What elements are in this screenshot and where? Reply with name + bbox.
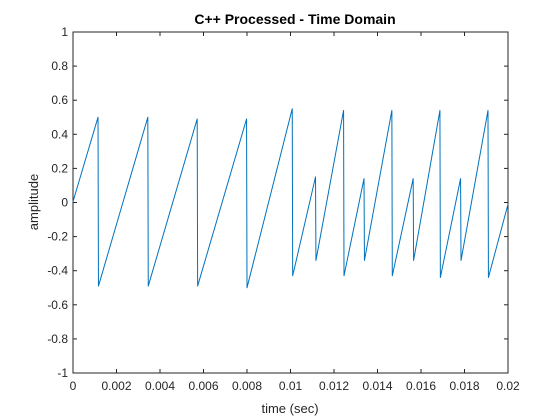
y-tick-label: -0.8: [47, 332, 68, 346]
x-tick-label: 0.02: [496, 379, 520, 393]
x-tick-label: 0.004: [145, 379, 175, 393]
y-axis-label: amplitude: [26, 174, 41, 230]
x-axis: 0 0.002 0.004 0.006 0.008 0.01 0.012 0.014 0.016…: [70, 32, 520, 393]
x-tick-label: 0.016: [406, 379, 436, 393]
y-tick-label: 0.2: [51, 161, 68, 175]
x-tick-label: 0.018: [449, 379, 479, 393]
x-tick-label: 0: [70, 379, 77, 393]
x-tick-label: 0.01: [279, 379, 303, 393]
y-axis: -1 -0.8 -0.6 -0.4 -0.2 0 0.2 0.4 0.6 0.8 1: [47, 25, 508, 380]
y-tick-label: 0.8: [51, 59, 68, 73]
y-tick-label: 0.4: [51, 127, 68, 141]
x-tick-label: 0.014: [362, 379, 392, 393]
y-tick-label: 0: [61, 196, 68, 210]
x-tick-label: 0.012: [319, 379, 349, 393]
plot-area: [72, 31, 509, 374]
x-tick-label: 0.008: [232, 379, 262, 393]
x-axis-label: time (sec): [261, 401, 318, 416]
chart-title: C++ Processed - Time Domain: [194, 11, 395, 27]
y-tick-label: -0.2: [47, 230, 68, 244]
y-tick-label: -1: [57, 366, 68, 380]
y-tick-label: -0.4: [47, 264, 68, 278]
series-layer: [72, 108, 509, 289]
x-tick-label: 0.002: [101, 379, 131, 393]
y-tick-label: 0.6: [51, 93, 68, 107]
y-tick-label: -0.6: [47, 298, 68, 312]
x-tick-label: 0.006: [188, 379, 218, 393]
y-tick-label: 1: [61, 25, 68, 39]
series-line: [72, 108, 509, 289]
